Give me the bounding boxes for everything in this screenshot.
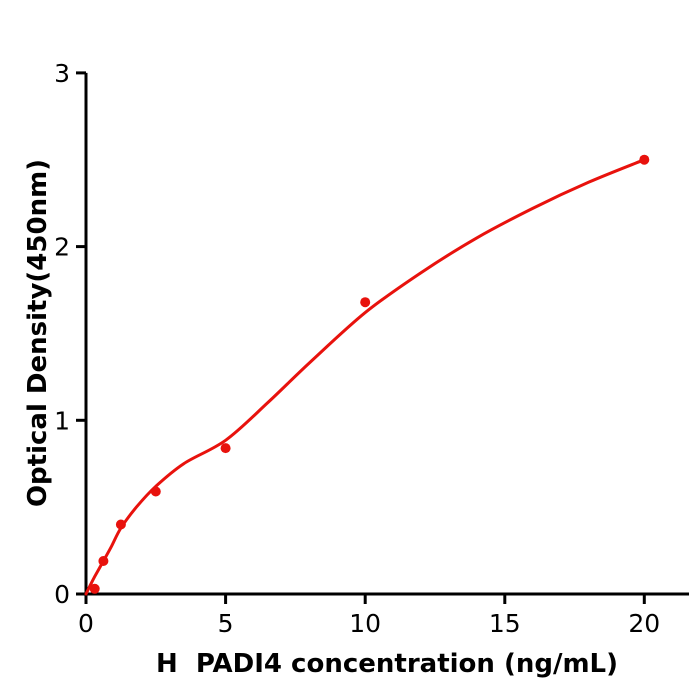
data-points [89, 154, 650, 594]
y-tick-label: 3 [54, 59, 70, 88]
x-axis-ticks [84, 594, 646, 604]
x-tick-label: 20 [628, 609, 660, 638]
x-tick-label: 0 [78, 609, 94, 638]
y-tick-label: 1 [54, 406, 70, 435]
data-point [360, 297, 371, 308]
x-tick-label: 15 [489, 609, 521, 638]
axis-spine [84, 72, 689, 596]
y-tick-label: 0 [54, 580, 70, 609]
data-point [89, 583, 100, 594]
y-axis-ticks [76, 71, 86, 596]
x-tick-label: 10 [349, 609, 381, 638]
y-axis-tick-labels: 0 1 2 3 [54, 59, 70, 609]
data-point [115, 519, 126, 530]
y-tick-label: 2 [54, 233, 70, 262]
data-point [98, 556, 109, 566]
data-point [220, 443, 231, 454]
x-axis-tick-labels: 0 5 10 15 20 [78, 609, 660, 638]
fit-curve-path [84, 158, 646, 596]
data-point [639, 154, 650, 165]
y-axis-title: Optical Density(450nm) [23, 159, 53, 507]
fit-curve [84, 158, 646, 596]
x-axis-title: H PADI4 concentration (ng/mL) [156, 649, 618, 679]
data-point [150, 486, 161, 497]
x-tick-label: 5 [218, 609, 234, 638]
